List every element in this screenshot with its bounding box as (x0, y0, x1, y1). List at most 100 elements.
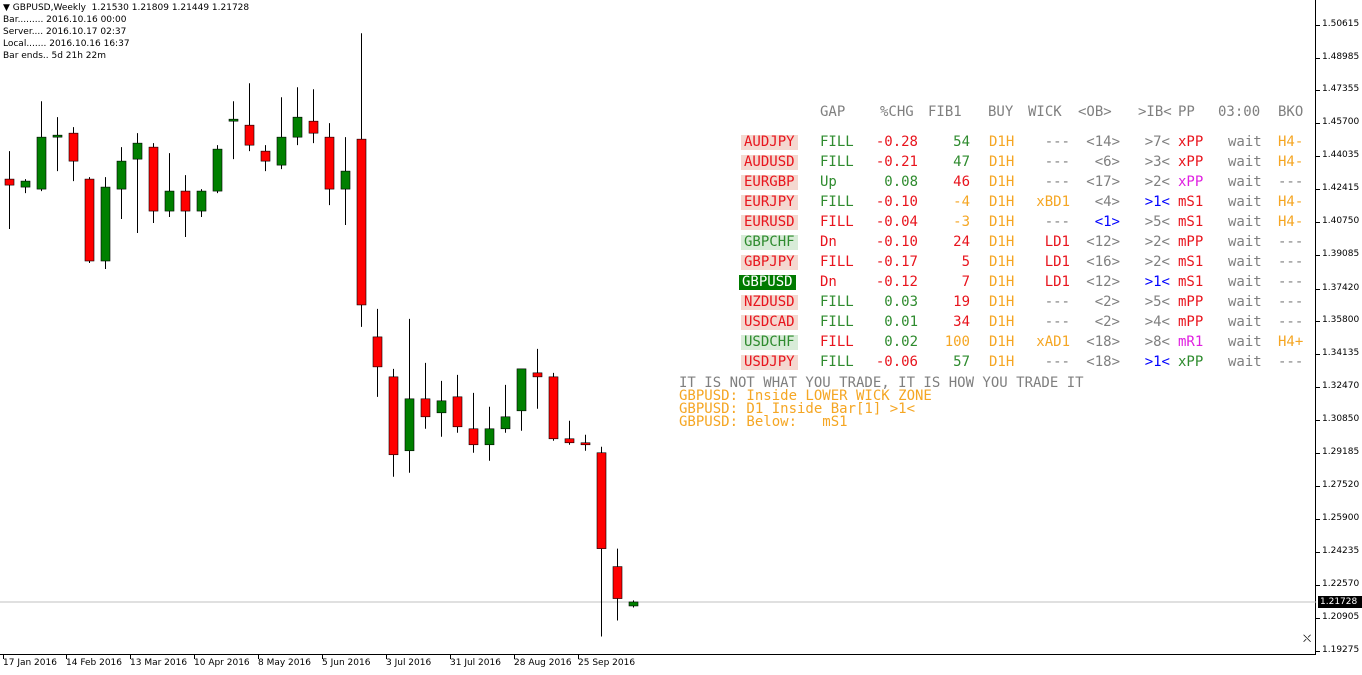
cell-fib: 46 (953, 174, 970, 190)
cell-bko: H4- (1278, 194, 1304, 210)
chart-shift-icon[interactable]: ⛌ (1303, 632, 1312, 645)
candle (420, 362, 431, 429)
pair-label[interactable]: USDCHF (741, 335, 798, 350)
cell-pp: mPP (1178, 314, 1204, 330)
dashboard-row[interactable]: EURUSD FILL -0.04 -3 D1H --- <1> >5< mS1 wait H4- (0, 214, 1316, 234)
cell-pp: xPP (1178, 134, 1204, 150)
pair-label[interactable]: AUDJPY (741, 135, 798, 150)
candle (148, 143, 159, 224)
pair-label[interactable]: AUDUSD (741, 155, 798, 170)
cell-gap: FILL (820, 334, 854, 350)
price-tick (1316, 255, 1320, 257)
candle (36, 101, 47, 192)
dashboard-row[interactable]: AUDUSD FILL -0.21 47 D1H --- <6> >3< xPP wait H4- (0, 154, 1316, 174)
local-time: Local....... 2016.10.16 16:37 (3, 39, 130, 49)
cell-fib: 47 (953, 154, 970, 170)
bull-candle-body (36, 136, 47, 190)
cell-buy: D1H (989, 194, 1015, 210)
candle (308, 89, 319, 144)
price-label: 1.47355 (1322, 84, 1360, 95)
cell-pp: mS1 (1178, 254, 1204, 270)
pair-label[interactable]: GBPCHF (741, 235, 798, 250)
cell-buy: D1H (989, 274, 1015, 290)
candle (388, 368, 399, 477)
cell-chg: 0.08 (884, 174, 918, 190)
dashboard-row[interactable]: EURGBP Up 0.08 46 D1H --- <17> >2< xPP wait --- (0, 174, 1316, 194)
cell-time: wait (1228, 354, 1262, 370)
price-tick (1316, 551, 1320, 553)
dashboard-row[interactable]: GBPJPY FILL -0.17 5 D1H LD1 <16> >2< mS1 wait --- (0, 254, 1316, 274)
dashboard-row[interactable]: USDCAD FILL 0.01 34 D1H --- <2> >4< mPP wait --- (0, 314, 1316, 334)
bar-time: Bar......... 2016.10.16 00:00 (3, 15, 127, 25)
dashboard-row[interactable]: USDJPY FILL -0.06 57 D1H --- <18> >1< xPP wait --- (0, 354, 1316, 374)
bull-candle-body (196, 190, 207, 212)
candle (356, 33, 367, 327)
bull-candle-body (340, 170, 351, 190)
time-axis[interactable]: 17 Jan 2016 14 Feb 2016 13 Mar 2016 10 Apr … (0, 655, 1316, 675)
candle (260, 145, 271, 172)
bull-candle-body (116, 160, 127, 190)
cell-chg: 0.03 (884, 294, 918, 310)
candle (212, 145, 223, 194)
pair-label[interactable]: EURUSD (741, 215, 798, 230)
cell-fib: 19 (953, 294, 970, 310)
cell-gap: Dn (820, 274, 837, 290)
pair-label[interactable]: USDJPY (741, 355, 798, 370)
cell-fib: 54 (953, 134, 970, 150)
bear-candle-body (388, 376, 399, 456)
dashboard-column-header: FIB1 (928, 104, 962, 120)
cell-bko: H4+ (1278, 334, 1304, 350)
cell-ob: <4> (1094, 194, 1120, 210)
candle (180, 175, 191, 238)
symbol-line: ▼ GBPUSD,Weekly 1.21530 1.21809 1.21449 … (3, 2, 249, 14)
time-label: 17 Jan 2016 (3, 658, 57, 668)
cell-chg: -0.10 (875, 194, 918, 210)
time-label: 28 Aug 2016 (514, 658, 572, 668)
pair-label[interactable]: EURGBP (741, 175, 798, 190)
time-tick (66, 655, 67, 659)
cell-wick: --- (1044, 294, 1070, 310)
dashboard-row[interactable]: AUDJPY FILL -0.28 54 D1H --- <14> >7< xPP wait H4- (0, 134, 1316, 154)
alert-line-3: GBPUSD: Below: mS1 (679, 414, 848, 430)
cell-bko: H4- (1278, 134, 1304, 150)
price-tick (1316, 486, 1320, 488)
dashboard-row[interactable]: USDCHF FILL 0.02 100 D1H xAD1 <18> >8< mR1 wait H4… (0, 334, 1316, 354)
pair-label[interactable]: USDCAD (741, 315, 798, 330)
pair-label[interactable]: EURJPY (741, 195, 798, 210)
candle (20, 179, 31, 194)
cell-gap: FILL (820, 154, 854, 170)
cell-ib: >7< (1144, 134, 1170, 150)
cell-pp: mPP (1178, 294, 1204, 310)
cell-bko: --- (1278, 294, 1304, 310)
pair-label[interactable]: GBPJPY (741, 255, 798, 270)
cell-wick: --- (1044, 314, 1070, 330)
cell-pp: xPP (1178, 174, 1204, 190)
price-axis[interactable]: 1.50615 1.48985 1.47355 1.45700 1.44035 1.424… (1316, 0, 1362, 655)
pair-label[interactable]: NZDUSD (741, 295, 798, 310)
candle (228, 101, 239, 160)
price-label: 1.37420 (1322, 282, 1360, 293)
bull-candle-body (20, 180, 31, 188)
dashboard-row[interactable]: GBPUSD Dn -0.12 7 D1H LD1 <12> >1< mS1 wait --- (0, 274, 1316, 294)
cell-fib: -4 (953, 194, 970, 210)
dashboard-row[interactable]: EURJPY FILL -0.10 -4 D1H xBD1 <4> >1< mS1 wait H4- (0, 194, 1316, 214)
price-tick (1316, 222, 1320, 224)
cell-ob: <18> (1086, 334, 1120, 350)
price-tick (1316, 585, 1320, 587)
dashboard-row[interactable]: NZDUSD FILL 0.03 19 D1H --- <2> >5< mPP wait --- (0, 294, 1316, 314)
cell-bko: --- (1278, 314, 1304, 330)
cell-gap: Up (820, 174, 837, 190)
cell-wick: xAD1 (1036, 334, 1070, 350)
chart-area[interactable] (0, 0, 1316, 655)
pair-label[interactable]: GBPUSD (739, 275, 796, 290)
dashboard-column-header: WICK (1028, 104, 1062, 120)
price-tick (1316, 419, 1320, 421)
candle (628, 600, 639, 608)
dashboard-row[interactable]: GBPCHF Dn -0.10 24 D1H LD1 <12> >2< mPP wait --- (0, 234, 1316, 254)
cell-ob: <1> (1094, 214, 1120, 230)
time-label: 14 Feb 2016 (66, 658, 123, 668)
collapse-arrow-icon[interactable]: ▼ (3, 3, 13, 13)
motto-text: IT IS NOT WHAT YOU TRADE, IT IS HOW YOU … (679, 375, 1084, 391)
cell-buy: D1H (989, 234, 1015, 250)
dashboard-column-header: BUY (988, 104, 1014, 120)
